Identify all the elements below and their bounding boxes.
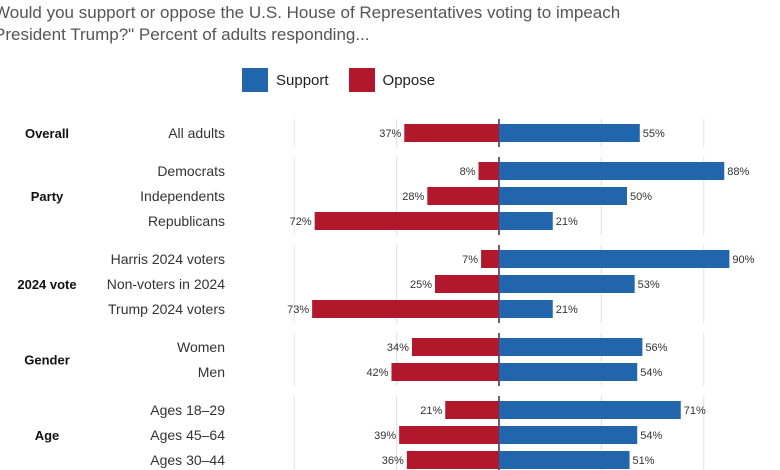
support-value-label: 21%: [556, 304, 578, 316]
oppose-bar: [406, 451, 499, 469]
oppose-value-label: 42%: [366, 367, 388, 379]
support-value-label: 21%: [556, 216, 578, 228]
oppose-bar: [411, 338, 499, 356]
support-value-label: 56%: [645, 342, 667, 354]
oppose-value-label: 7%: [462, 254, 478, 266]
oppose-bar: [404, 124, 499, 142]
row-label: Non-voters in 2024: [107, 276, 226, 292]
support-bar: [499, 338, 643, 356]
oppose-bar: [445, 401, 499, 419]
row-label: All adults: [168, 125, 225, 141]
support-value-label: 90%: [732, 254, 754, 266]
group-label: Age: [35, 428, 60, 443]
support-value-label: 55%: [643, 128, 665, 140]
legend: Support Oppose: [242, 68, 455, 92]
oppose-value-label: 39%: [374, 430, 396, 442]
oppose-value-label: 72%: [290, 216, 312, 228]
support-bar: [499, 187, 627, 205]
row-label: Ages 30–44: [150, 452, 225, 468]
support-bar: [499, 162, 725, 180]
support-value-label: 54%: [640, 367, 662, 379]
support-value-label: 88%: [727, 166, 749, 178]
row-label: Women: [177, 339, 225, 355]
support-value-label: 53%: [638, 279, 660, 291]
support-bar: [499, 363, 638, 381]
row-label: Republicans: [148, 213, 225, 229]
oppose-value-label: 36%: [382, 455, 404, 467]
legend-label-oppose: Oppose: [382, 71, 436, 89]
oppose-value-label: 25%: [410, 279, 432, 291]
oppose-bar: [427, 187, 499, 205]
group-label: Overall: [25, 126, 69, 141]
oppose-bar: [391, 363, 499, 381]
support-value-label: 54%: [640, 430, 662, 442]
legend-item-oppose: Oppose: [348, 68, 436, 92]
row-label: Ages 18–29: [150, 402, 225, 418]
oppose-bar: [478, 162, 499, 180]
oppose-value-label: 8%: [460, 166, 476, 178]
group-label: Gender: [24, 353, 70, 368]
oppose-value-label: 73%: [287, 304, 309, 316]
group-label: 2024 vote: [17, 277, 76, 292]
support-bar: [499, 300, 553, 318]
oppose-value-label: 21%: [420, 405, 442, 417]
support-value-label: 50%: [630, 191, 652, 203]
support-bar: [499, 124, 640, 142]
oppose-value-label: 34%: [387, 342, 409, 354]
legend-label-support: Support: [276, 71, 329, 89]
chart-title-line-1: Would you support or oppose the U.S. Hou…: [0, 3, 621, 22]
support-value-label: 51%: [633, 455, 655, 467]
row-label: Democrats: [157, 163, 225, 179]
oppose-bar: [314, 212, 499, 230]
legend-swatch-support: [242, 68, 268, 92]
support-bar: [499, 426, 638, 444]
row-label: Harris 2024 voters: [111, 251, 225, 267]
chart-title-line-2: President Trump?" Percent of adults resp…: [0, 25, 370, 44]
group-label: Party: [31, 189, 64, 204]
oppose-bar: [399, 426, 499, 444]
oppose-value-label: 28%: [402, 191, 424, 203]
row-label: Men: [198, 364, 225, 380]
legend-swatch-oppose: [348, 68, 375, 92]
oppose-bar: [435, 275, 499, 293]
support-bar: [499, 275, 635, 293]
support-bar: [499, 250, 730, 268]
support-bar: [499, 451, 630, 469]
legend-item-support: Support: [242, 68, 329, 92]
support-value-label: 71%: [684, 405, 706, 417]
row-label: Trump 2024 voters: [108, 301, 225, 317]
oppose-value-label: 37%: [379, 128, 401, 140]
support-bar: [499, 401, 681, 419]
oppose-bar: [481, 250, 499, 268]
chart-title: Would you support or oppose the U.S. Hou…: [0, 2, 754, 46]
oppose-bar: [312, 300, 499, 318]
row-label: Independents: [140, 188, 225, 204]
row-label: Ages 45–64: [150, 427, 225, 443]
support-bar: [499, 212, 553, 230]
